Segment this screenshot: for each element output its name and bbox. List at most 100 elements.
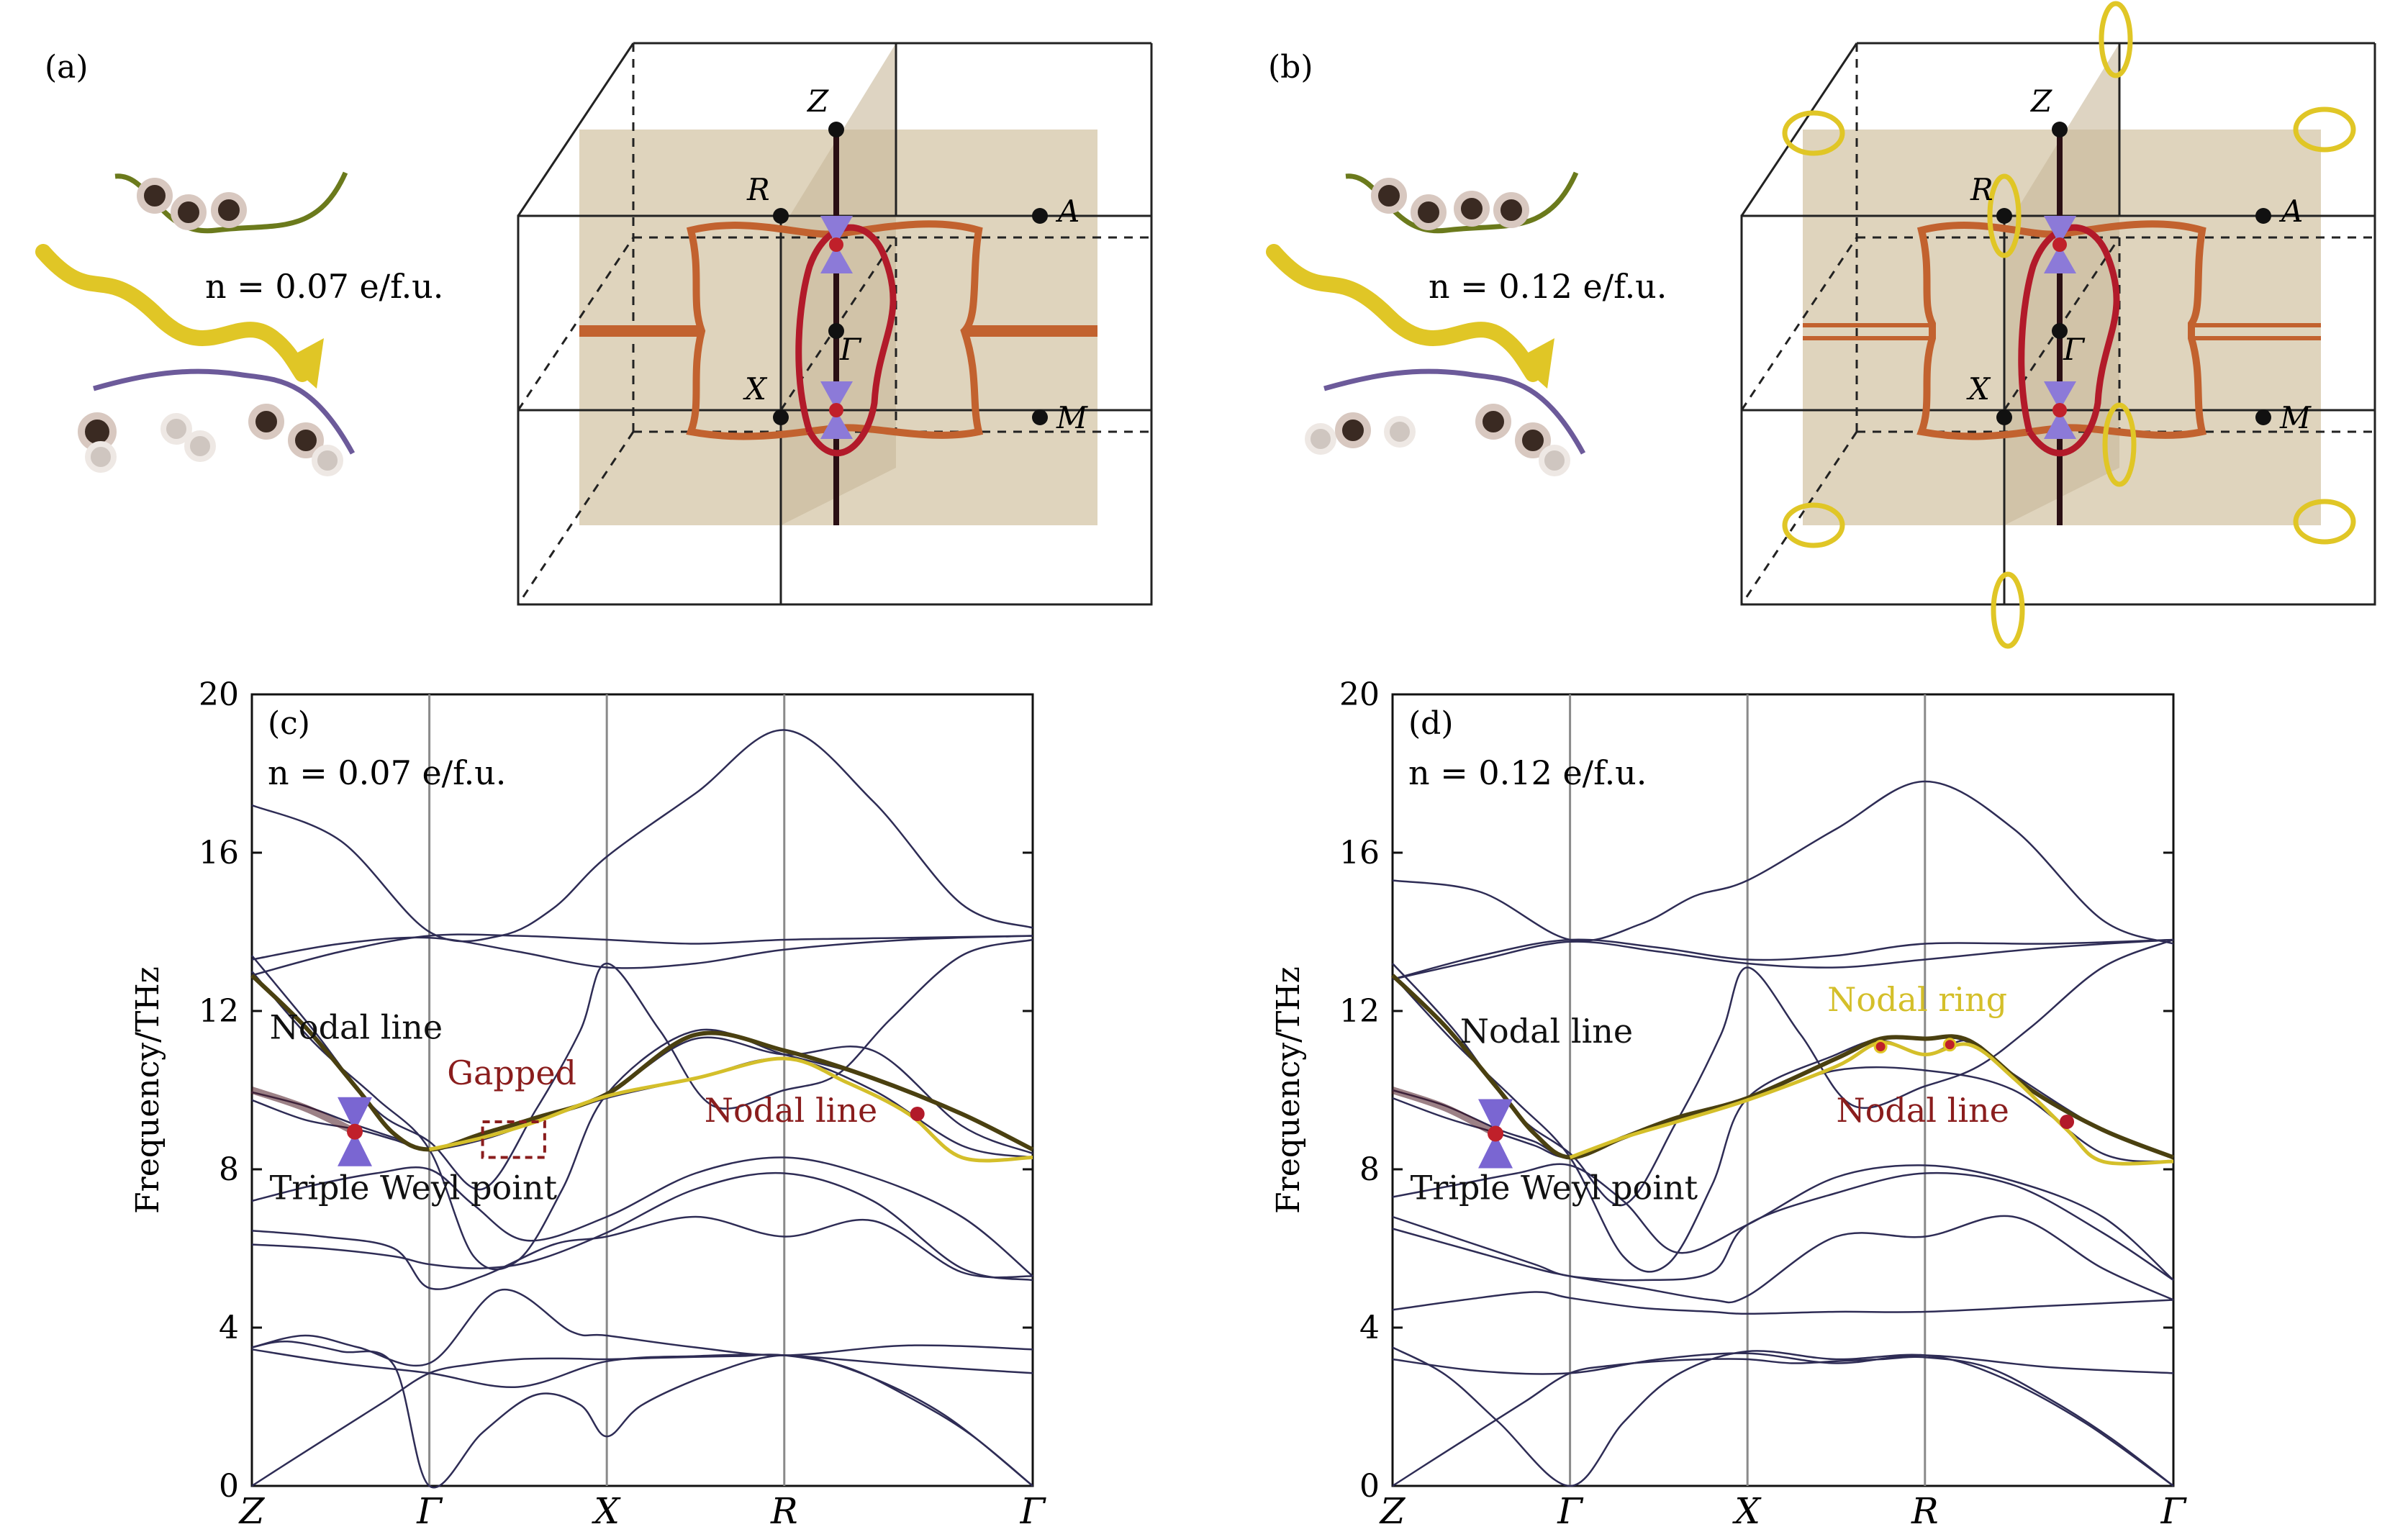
bz-label-Z: Z bbox=[806, 83, 829, 119]
x-tick-label: Γ bbox=[1020, 1490, 1047, 1532]
phonon-branch bbox=[251, 1156, 1033, 1277]
phonon-branch bbox=[1392, 1171, 2174, 1282]
annotation-nodal-line-left: Nodal line bbox=[270, 1008, 443, 1047]
phonon-ball bbox=[1305, 423, 1336, 455]
panel-b: (b) n = 0.12 e/f.u. bbox=[1266, 1, 2376, 649]
annotation-nodal-ring: Nodal ring bbox=[1827, 980, 2007, 1019]
phonon-branch bbox=[1392, 938, 2174, 981]
bz-label-M: M bbox=[1056, 400, 1088, 435]
y-tick-label: 4 bbox=[1359, 1310, 1380, 1346]
lower-band-curve bbox=[93, 368, 356, 455]
phonon-branch bbox=[251, 935, 1033, 969]
phonon-branch bbox=[251, 1171, 1033, 1282]
y-tick-label: 8 bbox=[1359, 1151, 1380, 1188]
y-tick-label: 12 bbox=[199, 993, 239, 1030]
bz-label-Gamma: Γ bbox=[839, 332, 862, 367]
weyl-glow bbox=[250, 1087, 357, 1135]
phonon-branch bbox=[251, 1341, 1033, 1489]
phonon-ball bbox=[211, 192, 247, 228]
bz-label-R: R bbox=[1970, 172, 1993, 207]
phonon-ball bbox=[248, 404, 284, 440]
phonon-ball bbox=[1454, 191, 1490, 227]
phonon-doping-illustration-a: n = 0.07 e/f.u. bbox=[35, 171, 443, 476]
brillouin-zone-a: Z R A Γ X M bbox=[517, 42, 1153, 606]
x-tick-label: Z bbox=[238, 1490, 266, 1532]
bz-label-M: M bbox=[2279, 400, 2312, 435]
nodal-ring-point bbox=[1942, 1038, 1957, 1052]
annotation-triple-weyl: Triple Weyl point bbox=[1411, 1168, 1698, 1207]
bz-label-A: A bbox=[2278, 194, 2303, 229]
y-tick-label: 4 bbox=[219, 1310, 239, 1346]
phonon-branch bbox=[251, 933, 1033, 976]
y-tick-label: 0 bbox=[1359, 1468, 1380, 1505]
triple-weyl-point bbox=[347, 1123, 363, 1140]
x-tick-label: Z bbox=[1379, 1490, 1406, 1532]
phonon-ball bbox=[1411, 194, 1447, 230]
phonon-branch bbox=[1392, 1346, 2174, 1487]
bz-point-M bbox=[2255, 409, 2271, 425]
panel-a: (a) n = 0.07 e/f.u. bbox=[35, 42, 1153, 606]
nodal-rings-yellow bbox=[1782, 1, 2356, 649]
nodal-line-dark bbox=[1390, 974, 2175, 1160]
phonon-ball bbox=[288, 422, 324, 458]
bz-point-A bbox=[2255, 208, 2271, 224]
bz-point-R bbox=[1996, 208, 2012, 224]
excitation-arrow-head bbox=[1515, 338, 1554, 389]
phonon-ball bbox=[184, 430, 216, 462]
bz-point-M bbox=[1032, 409, 1048, 425]
dispersion-chart-c: 0 4 8 12 16 20 Z Γ X R Γ Frequency/THz (c) n = 0.07 e… bbox=[130, 676, 1047, 1532]
phonon-branch bbox=[1392, 1163, 2174, 1281]
nodal-point bbox=[2060, 1115, 2075, 1129]
excitation-arrow-head bbox=[284, 338, 324, 389]
weyl-glow bbox=[1391, 1087, 1498, 1137]
bz-label-Z: Z bbox=[2029, 83, 2052, 119]
x-tick-label: R bbox=[1911, 1490, 1939, 1532]
doping-label: n = 0.07 e/f.u. bbox=[268, 753, 506, 792]
nodal-line-yellow bbox=[1569, 1040, 2174, 1166]
y-tick-label: 20 bbox=[1339, 676, 1380, 713]
plot-frame bbox=[1391, 693, 2175, 1487]
brillouin-zone-b: Z R A Γ X M bbox=[1740, 1, 2376, 649]
bz-point-Z bbox=[2052, 122, 2068, 137]
bz-point-R bbox=[773, 208, 789, 224]
phonon-doping-illustration-b: n = 0.12 e/f.u. bbox=[1266, 171, 1667, 476]
annotation-gapped: Gapped bbox=[447, 1053, 576, 1092]
y-tick-label: 12 bbox=[1339, 993, 1380, 1030]
panel-label: (c) bbox=[268, 705, 310, 742]
weyl-cone-lower bbox=[820, 381, 853, 439]
y-axis-label: Frequency/THz bbox=[130, 966, 166, 1214]
panel-label: (d) bbox=[1408, 705, 1454, 742]
nodal-ring-point bbox=[1873, 1040, 1888, 1053]
panel-b-label: (b) bbox=[1268, 49, 1313, 86]
phonon-branch bbox=[1392, 1356, 2174, 1487]
x-tick-label: Γ bbox=[1557, 1490, 1584, 1532]
phonon-ball bbox=[160, 413, 192, 445]
lower-band-curve bbox=[1323, 368, 1586, 455]
bz-label-X: X bbox=[743, 371, 768, 407]
bz-point-Gamma bbox=[2052, 323, 2068, 339]
triple-weyl-point bbox=[1488, 1125, 1504, 1142]
weyl-cone-top bbox=[1478, 1099, 1513, 1134]
phonon-ball bbox=[1335, 412, 1371, 448]
phonon-ball bbox=[1371, 178, 1407, 214]
doping-label-b: n = 0.12 e/f.u. bbox=[1429, 267, 1667, 306]
bz-point-X bbox=[1996, 409, 2012, 425]
bz-label-R: R bbox=[746, 172, 770, 207]
nodal-point bbox=[910, 1107, 925, 1121]
phonon-ball bbox=[1539, 445, 1570, 476]
panel-a-label: (a) bbox=[45, 49, 89, 86]
bz-label-X: X bbox=[1966, 371, 1991, 407]
annotation-triple-weyl: Triple Weyl point bbox=[270, 1168, 558, 1207]
bz-point-X bbox=[773, 409, 789, 425]
y-tick-label: 16 bbox=[1339, 835, 1380, 871]
phonon-ball bbox=[1384, 416, 1416, 448]
doping-label: n = 0.12 e/f.u. bbox=[1408, 753, 1647, 792]
y-axis-label: Frequency/THz bbox=[1270, 966, 1307, 1214]
phonon-ball bbox=[171, 194, 207, 230]
phonon-branch bbox=[1392, 938, 2174, 981]
phonon-branch bbox=[251, 1288, 1033, 1367]
nodal-line-yellow bbox=[429, 1056, 1033, 1163]
annotation-nodal-line-left: Nodal line bbox=[1460, 1012, 1633, 1051]
phonon-branch bbox=[1392, 1352, 2174, 1375]
doping-label-a: n = 0.07 e/f.u. bbox=[205, 267, 443, 306]
